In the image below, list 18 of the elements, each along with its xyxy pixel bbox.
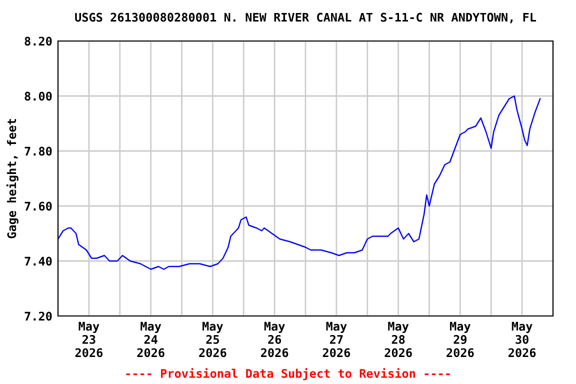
- x-tick-label: May 23 2026: [75, 322, 103, 358]
- x-tick-label: May 29 2026: [446, 322, 474, 358]
- x-tick-label: May 24 2026: [137, 322, 164, 358]
- y-tick-label: 7.40: [24, 256, 52, 266]
- y-axis-title: Gage height, feet: [6, 119, 18, 238]
- y-tick-label: 8.00: [24, 92, 52, 101]
- x-tick-label: May 30 2026: [508, 322, 536, 358]
- y-tick-label: 8.20: [24, 36, 52, 46]
- y-tick-label: 7.80: [24, 146, 52, 156]
- line-series: [58, 95, 541, 270]
- x-tick-label: May 27 2026: [322, 322, 350, 358]
- y-tick-label: 7.60: [24, 202, 52, 211]
- y-tick-label: 7.20: [24, 312, 52, 321]
- x-tick-label: May 28 2026: [384, 322, 412, 358]
- text: ---- Provisional Data Subject to Revision ----: [126, 368, 450, 380]
- x-tick-label: May 26 2026: [261, 322, 288, 358]
- x-tick-label: May 25 2026: [199, 322, 226, 358]
- chart-title: USGS 261300080280001 N. NEW RIVER CANAL AT S-11-C NR ANDYTOWN, FL: [75, 12, 536, 24]
